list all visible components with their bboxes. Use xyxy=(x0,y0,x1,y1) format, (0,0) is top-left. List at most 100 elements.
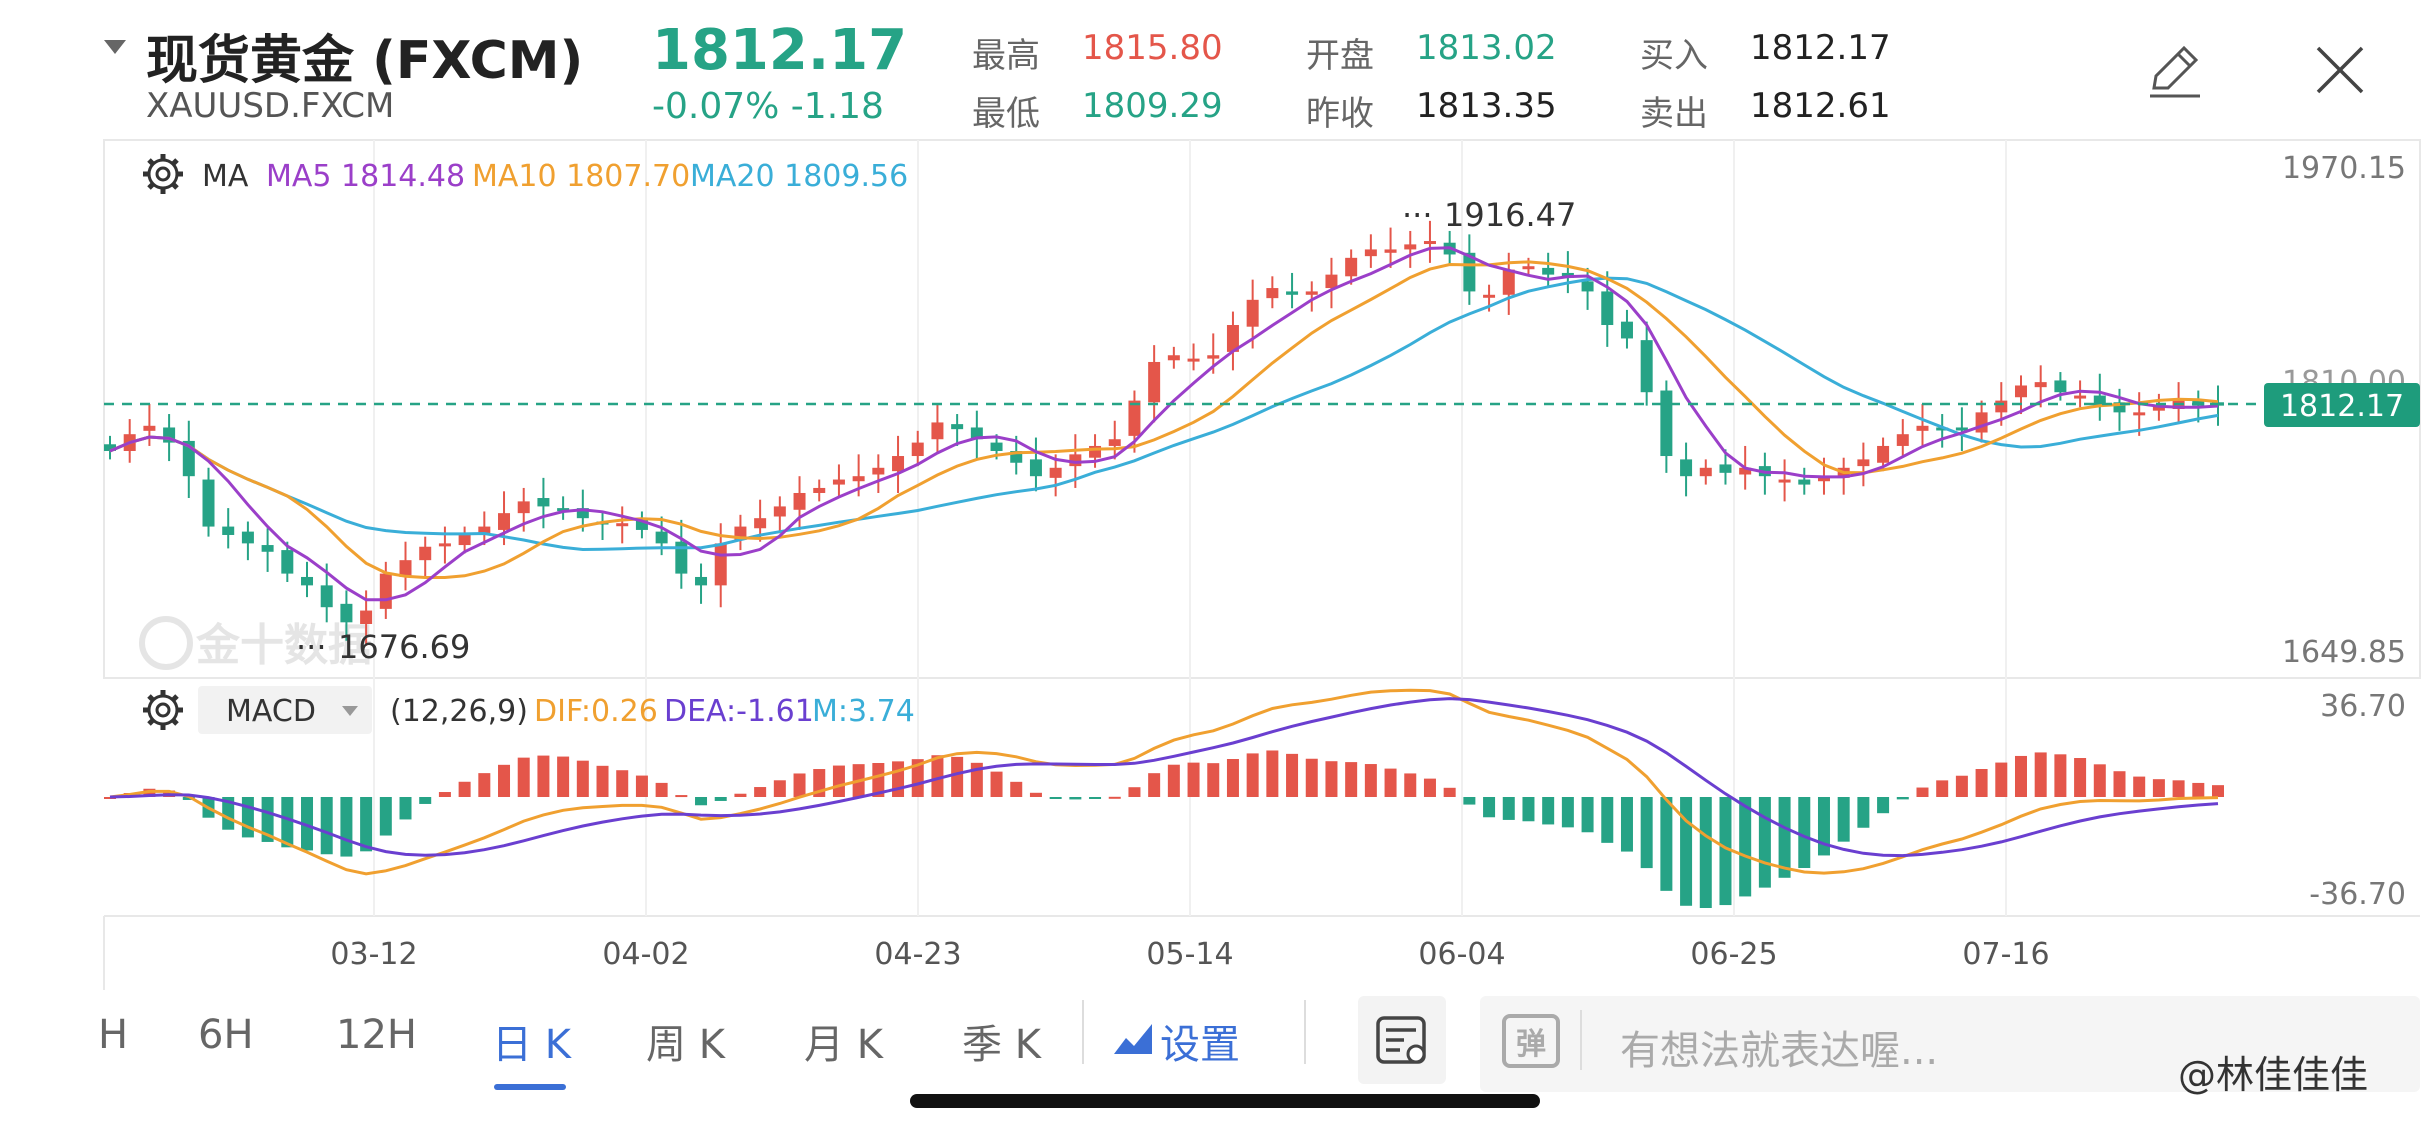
edit-icon[interactable] xyxy=(2142,38,2206,102)
svg-text:弹: 弹 xyxy=(1516,1027,1546,1062)
macd-bar xyxy=(1699,797,1712,908)
macd-bar xyxy=(675,795,688,798)
macd-bar xyxy=(379,797,392,836)
macd-bar xyxy=(1483,797,1496,818)
symbol-title[interactable]: 现货黄金 (FXCM) xyxy=(146,31,584,91)
macd-bar xyxy=(754,787,767,797)
macd-bar xyxy=(478,773,491,797)
macd-settings-icon[interactable] xyxy=(143,690,183,730)
macd-bar xyxy=(872,763,885,797)
candle-body xyxy=(261,545,274,552)
kline-chart[interactable]: 金十数据 MA MA5 1814.48 MA10 1807.70 MA20 18… xyxy=(0,138,2436,990)
candle-body xyxy=(2054,380,2067,393)
candle-body xyxy=(517,501,530,514)
macd-bar xyxy=(1463,797,1476,805)
ma-label: MA xyxy=(202,159,249,194)
macd-bar xyxy=(1680,797,1693,906)
timeframe-quarterly[interactable]: 季 K xyxy=(962,1022,1041,1068)
quote-ask-value: 1812.61 xyxy=(1750,86,1891,126)
macd-bar xyxy=(1561,797,1574,828)
macd-histogram xyxy=(104,750,2224,908)
candle-body xyxy=(1226,325,1239,352)
macd-bar xyxy=(301,797,314,851)
macd-bar xyxy=(1226,758,1239,797)
candle-body xyxy=(931,422,944,440)
candle-body xyxy=(2133,412,2146,416)
candle-body xyxy=(714,543,727,586)
candle-body xyxy=(1029,459,1042,477)
chart-settings-icon[interactable] xyxy=(1112,1018,1156,1058)
macd-bar xyxy=(1660,797,1673,891)
macd-bar xyxy=(1601,797,1614,843)
macd-bar xyxy=(655,782,668,797)
candle-body xyxy=(951,424,964,430)
macd-bar xyxy=(1502,797,1515,820)
candle-body xyxy=(1778,479,1791,483)
macd-bar xyxy=(104,797,116,799)
candle-body xyxy=(1404,244,1417,250)
quote-low-value: 1809.29 xyxy=(1082,86,1223,126)
candle-body xyxy=(498,513,511,530)
quote-high-value: 1815.80 xyxy=(1082,28,1223,68)
macd-bar xyxy=(793,773,806,797)
candle-body xyxy=(813,487,826,493)
macd-bar xyxy=(1955,775,1968,797)
candle-body xyxy=(419,546,432,561)
macd-bar xyxy=(517,757,530,797)
timeframe-monthly[interactable]: 月 K xyxy=(804,1022,883,1068)
ma-settings-icon[interactable] xyxy=(143,154,183,194)
candle-body xyxy=(1620,321,1633,339)
last-price: 1812.17 xyxy=(652,18,908,83)
candle-body xyxy=(1483,294,1496,298)
candle-body xyxy=(695,576,708,586)
macd-bar xyxy=(2054,754,2067,797)
quote-prev-close-label: 昨收 xyxy=(1306,94,1374,134)
macd-bar xyxy=(616,770,629,797)
macd-bar xyxy=(222,797,235,830)
candle-body xyxy=(911,442,924,457)
news-icon xyxy=(1376,1016,1426,1064)
candle-body xyxy=(635,519,648,530)
candle-body xyxy=(222,526,235,535)
macd-bar xyxy=(1739,797,1752,897)
close-icon[interactable] xyxy=(2310,40,2370,100)
candle-body xyxy=(1640,340,1653,393)
macd-bar xyxy=(1029,792,1042,797)
macd-bar xyxy=(1857,797,1870,828)
macd-bar xyxy=(2014,755,2027,797)
quote-open-value: 1813.02 xyxy=(1416,28,1557,68)
candle-body xyxy=(773,506,786,517)
ma5-value: MA5 1814.48 xyxy=(266,159,465,194)
candle-body xyxy=(1660,390,1673,457)
high-marker-dots: ··· xyxy=(1402,196,1433,234)
macd-bar xyxy=(1443,787,1456,797)
timeframe-daily[interactable]: 日 K xyxy=(492,1022,571,1068)
symbol-dropdown-icon[interactable] xyxy=(104,40,126,54)
macd-bar xyxy=(1305,758,1318,797)
quote-bid-value: 1812.17 xyxy=(1750,28,1891,68)
candle-body xyxy=(1010,450,1023,463)
divider xyxy=(1082,1000,1084,1064)
ma10-value: MA10 1807.70 xyxy=(472,159,690,194)
timeframe-6h[interactable]: 6H xyxy=(198,1012,254,1058)
candle-body xyxy=(1699,467,1712,477)
timeframe-weekly[interactable]: 周 K xyxy=(646,1022,725,1068)
x-axis-label: 05-14 xyxy=(1146,937,1233,972)
macd-bar xyxy=(1877,797,1890,814)
candle-body xyxy=(537,498,550,507)
candle-body xyxy=(1601,291,1614,326)
macd-bar xyxy=(1817,797,1830,856)
macd-dif: DIF:0.26 xyxy=(534,694,658,729)
macd-bar xyxy=(596,765,609,797)
settings-button[interactable]: 设置 xyxy=(1160,1022,1240,1068)
macd-bar xyxy=(438,792,451,797)
candle-body xyxy=(1817,476,1830,482)
emoji-icon[interactable]: 弹 xyxy=(1500,1010,1562,1072)
comment-input[interactable] xyxy=(1480,996,2420,1092)
macd-bar xyxy=(1128,787,1141,797)
timeframe-12h[interactable]: 12H xyxy=(336,1012,417,1058)
macd-bar xyxy=(2212,785,2224,797)
active-timeframe-underline xyxy=(494,1084,566,1090)
macd-selector[interactable] xyxy=(198,686,372,734)
timeframe-h[interactable]: H xyxy=(98,1012,129,1058)
